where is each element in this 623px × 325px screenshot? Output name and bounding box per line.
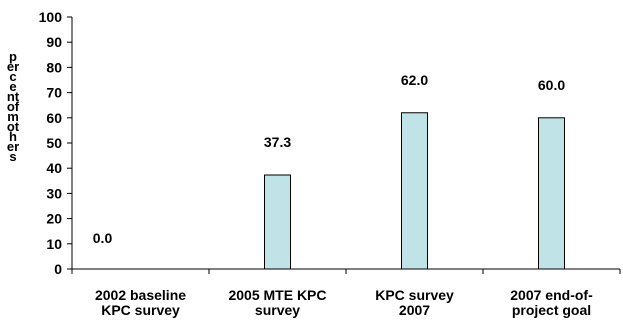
x-tick-label: 2002 baseline <box>95 287 186 303</box>
bar <box>538 117 565 270</box>
x-tick-label: 2007 end-of- <box>510 287 593 303</box>
y-tick-label: 70 <box>46 85 62 101</box>
data-label: 37.3 <box>264 134 291 150</box>
x-tick-label: project goal <box>512 302 591 318</box>
y-axis-label: percent of mothers <box>6 49 20 164</box>
x-tick-label: 2007 <box>399 302 430 318</box>
y-tick-label: 40 <box>46 160 62 176</box>
bar <box>264 174 291 270</box>
y-tick-label: 90 <box>46 34 62 50</box>
data-label: 0.0 <box>93 230 113 246</box>
chart-axes <box>71 17 621 274</box>
y-tick-label: 50 <box>46 135 62 151</box>
y-tick-label: 0 <box>54 261 62 277</box>
data-label: 62.0 <box>401 72 428 88</box>
chart-bars <box>264 112 565 270</box>
y-tick-label: 80 <box>46 59 62 75</box>
data-labels: 0.0 37.3 62.0 60.0 <box>93 72 566 246</box>
y-tick-label: 100 <box>39 9 63 25</box>
y-ticks: 0 10 20 30 40 50 60 70 80 90 100 <box>39 9 72 277</box>
x-tick-label: 2005 MTE KPC <box>228 287 326 303</box>
x-tick-label: KPC survey <box>101 302 180 318</box>
x-tick-label: KPC survey <box>375 287 454 303</box>
y-tick-label: 60 <box>46 110 62 126</box>
y-tick-label: 20 <box>46 211 62 227</box>
x-tick-label: survey <box>255 302 300 318</box>
y-tick-label: 30 <box>46 185 62 201</box>
y-tick-label: 10 <box>46 236 62 252</box>
data-label: 60.0 <box>538 77 565 93</box>
bar <box>401 112 428 270</box>
